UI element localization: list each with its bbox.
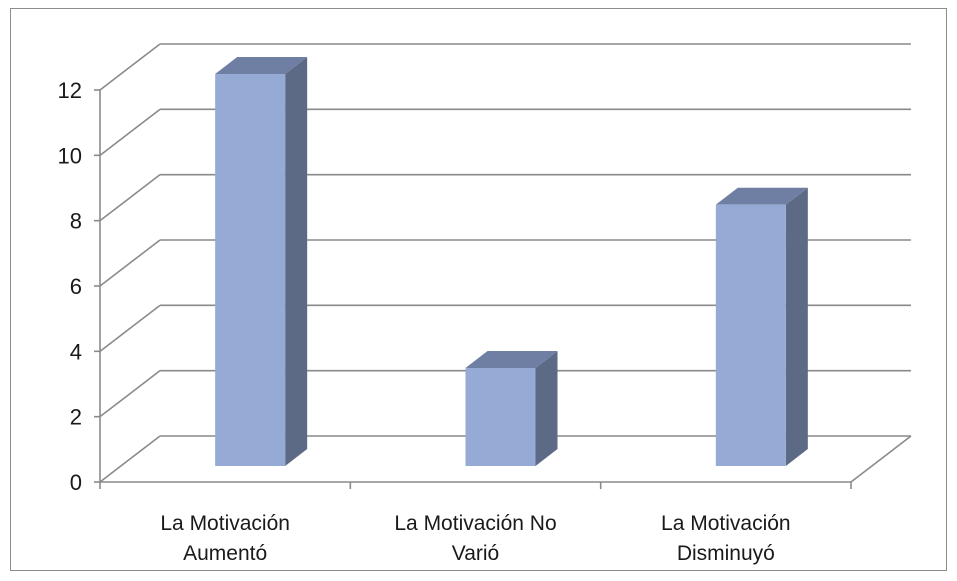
gridline-diagonal — [99, 43, 161, 91]
bars — [215, 57, 808, 467]
bar — [465, 351, 558, 466]
gridline — [99, 43, 911, 91]
axes — [94, 89, 912, 489]
bar — [715, 187, 808, 466]
y-tick-label: 0 — [70, 470, 82, 495]
x-tick-label: La Motivación Aumentó — [160, 512, 290, 565]
x-tick-label-line: La Motivación No — [394, 512, 556, 535]
bar-front — [715, 204, 786, 466]
gridline-diagonal — [99, 174, 161, 222]
bar-side — [285, 57, 308, 467]
y-tick-label: 12 — [58, 78, 82, 103]
gridline-diagonal — [99, 239, 161, 287]
x-tick-label-line: La Motivación — [160, 512, 290, 535]
gridline-diagonal — [99, 108, 161, 156]
bar-top — [715, 187, 808, 205]
floor-right-edge — [850, 435, 912, 483]
y-tick-label: 2 — [70, 405, 82, 430]
gridline-diagonal — [99, 435, 161, 483]
bar-front — [465, 368, 536, 466]
x-tick-label-line: La Motivación — [661, 512, 791, 535]
bar-side — [535, 351, 558, 466]
x-tick-labels: La Motivación Aumentó La Motivación No Vari… — [160, 512, 790, 565]
gridline-diagonal — [99, 304, 161, 352]
y-tick-label: 8 — [70, 209, 82, 234]
x-tick-label: La Motivación No Varió — [394, 512, 556, 565]
bar-side — [785, 187, 808, 466]
y-tick-label: 6 — [70, 274, 82, 299]
gridline-diagonal — [99, 370, 161, 418]
x-tick-label: La Motivación Disminuyó — [661, 512, 791, 565]
x-tick-label-line: Varió — [452, 542, 499, 565]
x-tick-label-line: Aumentó — [183, 542, 267, 565]
y-tick-label: 10 — [58, 143, 82, 168]
bar-top — [465, 351, 558, 368]
bar-top — [215, 57, 308, 74]
bar — [215, 57, 308, 467]
bar-front — [215, 74, 286, 466]
y-tick-label: 4 — [70, 339, 82, 364]
y-tick-labels: 0 2 4 6 8 10 12 — [58, 78, 82, 495]
x-tick-label-line: Disminuyó — [677, 542, 775, 565]
